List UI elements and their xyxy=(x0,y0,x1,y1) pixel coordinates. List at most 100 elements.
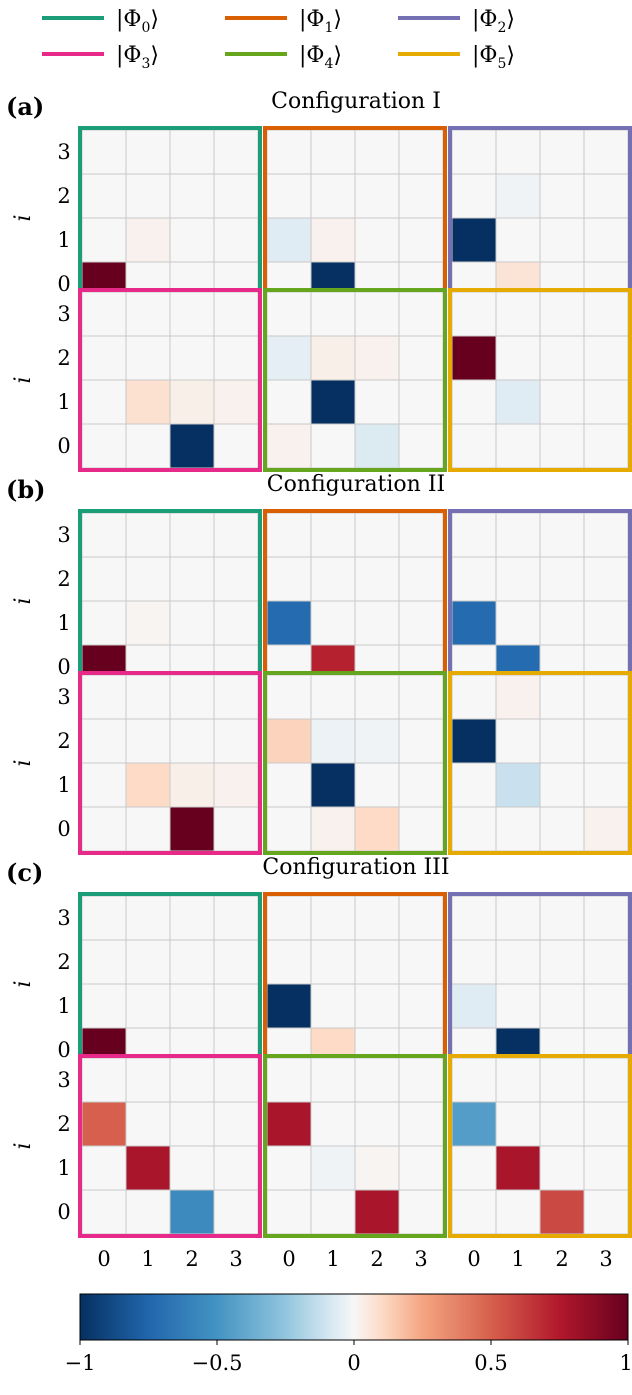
y-tick-label: 0 xyxy=(57,655,70,679)
heatmap-cell xyxy=(354,674,400,720)
y-tick-label: 2 xyxy=(57,950,70,974)
heatmap-cell xyxy=(266,1145,312,1191)
heatmap-cell xyxy=(310,674,356,720)
heatmap-cell xyxy=(354,895,400,941)
heatmap-cell xyxy=(125,173,171,219)
heatmap-cell xyxy=(213,674,259,720)
heatmap-cell xyxy=(213,939,259,985)
heatmap-cell xyxy=(495,556,541,602)
colorbar-tick-label: 0.5 xyxy=(474,1351,507,1375)
heatmap-cell xyxy=(213,1057,259,1103)
heatmap-cell xyxy=(310,1189,356,1235)
heatmap-cell xyxy=(451,674,497,720)
heatmap-cell xyxy=(169,1101,215,1147)
heatmap-cell xyxy=(266,939,312,985)
state-heatmap xyxy=(263,892,447,1076)
heatmap-cell xyxy=(81,129,127,175)
heatmap-cell xyxy=(354,1101,400,1147)
heatmap-cell xyxy=(213,173,259,219)
heatmap-cell xyxy=(495,1145,541,1191)
heatmap-cell xyxy=(310,217,356,263)
heatmap-cell xyxy=(125,1189,171,1235)
colorbar-tick-label: −0.5 xyxy=(192,1351,243,1375)
state-heatmap xyxy=(263,126,447,310)
y-axis-label: i xyxy=(11,1142,36,1149)
x-tick-label: 0 xyxy=(467,1247,480,1271)
heatmap-cell xyxy=(451,718,497,764)
heatmap-cell xyxy=(169,762,215,808)
heatmap-cell xyxy=(398,895,444,941)
heatmap-cell xyxy=(539,718,585,764)
heatmap-cell xyxy=(398,806,444,852)
state-frame xyxy=(448,1054,632,1238)
panel-label: (c) xyxy=(6,858,43,887)
heatmap-cell xyxy=(539,600,585,646)
colorbar-bar xyxy=(79,1293,629,1341)
y-tick-label: 2 xyxy=(57,1112,70,1136)
configuration-title: Configuration I xyxy=(271,89,441,114)
heatmap-cell xyxy=(451,1189,497,1235)
y-axis-label: i xyxy=(11,759,36,766)
heatmap-cell xyxy=(398,335,444,381)
y-tick-label: 3 xyxy=(57,906,70,930)
heatmap-cell xyxy=(451,762,497,808)
y-axis-label: i xyxy=(11,376,36,383)
panel-label: (a) xyxy=(6,92,44,121)
heatmap-cell xyxy=(451,1057,497,1103)
heatmap-cell xyxy=(583,217,629,263)
heatmap-cell xyxy=(266,718,312,764)
heatmap-cell xyxy=(213,806,259,852)
state-frame xyxy=(78,671,262,855)
configuration-1: (a) Configuration I 0 1 2 3 i 0 1 2 3 i xyxy=(6,89,632,472)
heatmap-cell xyxy=(81,379,127,425)
heatmap-cell xyxy=(310,762,356,808)
x-tick-label: 0 xyxy=(97,1247,110,1271)
heatmap-cell xyxy=(125,379,171,425)
heatmap-cell xyxy=(213,1145,259,1191)
heatmap-cell xyxy=(354,512,400,558)
y-tick-label: 3 xyxy=(57,1068,70,1092)
heatmap-cell xyxy=(398,939,444,985)
legend-label: |Φ1⟩ xyxy=(299,7,342,36)
heatmap-cell xyxy=(495,939,541,985)
heatmap-cell xyxy=(169,291,215,337)
colorbar-tick-label: 0 xyxy=(347,1351,360,1375)
heatmap-cell xyxy=(398,1145,444,1191)
colorbar-tick-label: 1 xyxy=(619,1351,632,1375)
heatmap-cell xyxy=(354,217,400,263)
heatmap-cell xyxy=(495,512,541,558)
heatmap-cell xyxy=(125,512,171,558)
heatmap-cell xyxy=(125,1057,171,1103)
heatmap-cell xyxy=(354,806,400,852)
heatmap-cell xyxy=(213,512,259,558)
y-tick-label: 3 xyxy=(57,140,70,164)
heatmap-cell xyxy=(310,423,356,469)
heatmap-cell xyxy=(81,762,127,808)
x-tick-label: 3 xyxy=(599,1247,612,1271)
heatmap-cell xyxy=(125,939,171,985)
heatmap-cell xyxy=(495,600,541,646)
configuration-2: (b) Configuration II 0 1 2 3 i 0 1 2 3 i xyxy=(6,472,632,855)
heatmap-cell xyxy=(583,674,629,720)
heatmap-cell xyxy=(583,718,629,764)
heatmap-cell xyxy=(398,983,444,1029)
heatmap-cell xyxy=(310,335,356,381)
heatmap-cell xyxy=(583,1145,629,1191)
heatmap-cell xyxy=(539,762,585,808)
heatmap-cell xyxy=(354,718,400,764)
heatmap-cell xyxy=(266,1101,312,1147)
heatmap-cell xyxy=(266,600,312,646)
heatmap-cell xyxy=(539,1057,585,1103)
heatmap-cell xyxy=(125,762,171,808)
heatmap-cell xyxy=(539,379,585,425)
legend-entry: |Φ2⟩ xyxy=(398,7,515,36)
x-tick-label: 0 xyxy=(282,1247,295,1271)
state-heatmap: 0 1 2 3 i xyxy=(11,288,262,472)
x-tick-label: 2 xyxy=(370,1247,383,1271)
heatmap-cell xyxy=(583,1189,629,1235)
y-tick-label: 1 xyxy=(57,773,70,797)
heatmap-cell xyxy=(310,600,356,646)
heatmap-cell xyxy=(169,718,215,764)
state-heatmap: 0 1 2 3 i xyxy=(11,892,262,1076)
heatmap-cell xyxy=(125,129,171,175)
